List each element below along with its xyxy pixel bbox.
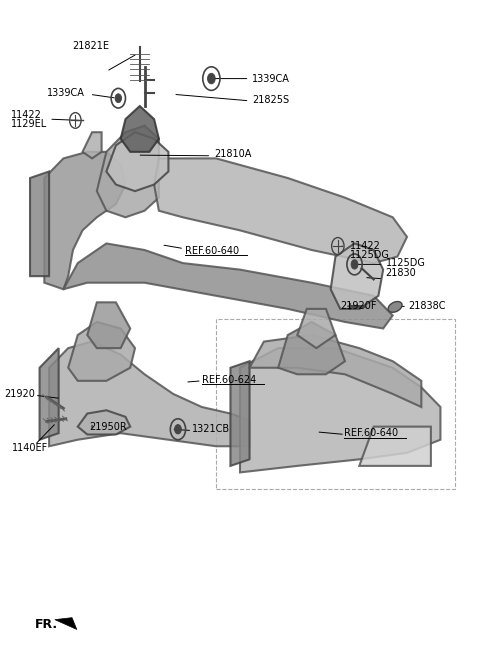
Text: 21830: 21830 bbox=[385, 268, 416, 278]
Text: 11422: 11422 bbox=[11, 110, 42, 120]
Polygon shape bbox=[55, 618, 77, 629]
Text: 1125DG: 1125DG bbox=[350, 250, 390, 260]
Text: 1140EF: 1140EF bbox=[12, 443, 48, 453]
Text: 1129EL: 1129EL bbox=[11, 119, 47, 129]
Polygon shape bbox=[230, 361, 250, 466]
Polygon shape bbox=[87, 302, 130, 348]
Polygon shape bbox=[278, 322, 345, 374]
Text: 1125DG: 1125DG bbox=[385, 258, 425, 268]
Text: REF.60-624: REF.60-624 bbox=[202, 374, 256, 384]
Text: 21920: 21920 bbox=[4, 389, 35, 399]
Text: FR.: FR. bbox=[35, 618, 58, 631]
Text: 21950R: 21950R bbox=[90, 422, 127, 432]
Text: 1339CA: 1339CA bbox=[252, 74, 290, 83]
Text: 21920F: 21920F bbox=[340, 301, 377, 311]
Circle shape bbox=[115, 94, 121, 102]
Ellipse shape bbox=[388, 302, 402, 312]
Polygon shape bbox=[68, 322, 135, 381]
Circle shape bbox=[175, 424, 181, 434]
Polygon shape bbox=[97, 125, 159, 217]
Text: REF.60-640: REF.60-640 bbox=[185, 246, 239, 256]
Text: 21821E: 21821E bbox=[72, 41, 109, 51]
Polygon shape bbox=[44, 152, 125, 289]
Polygon shape bbox=[240, 348, 441, 472]
Polygon shape bbox=[49, 342, 250, 446]
Polygon shape bbox=[39, 348, 59, 440]
Polygon shape bbox=[154, 158, 407, 263]
Text: 11422: 11422 bbox=[350, 241, 381, 251]
Polygon shape bbox=[297, 309, 336, 348]
Text: 1321CB: 1321CB bbox=[192, 424, 230, 434]
Circle shape bbox=[351, 260, 358, 269]
Polygon shape bbox=[83, 132, 102, 158]
Text: 21810A: 21810A bbox=[214, 150, 251, 160]
Text: 21838C: 21838C bbox=[408, 301, 446, 311]
Polygon shape bbox=[107, 132, 168, 191]
Text: 21825S: 21825S bbox=[252, 95, 289, 104]
Text: REF.60-640: REF.60-640 bbox=[344, 428, 398, 438]
Circle shape bbox=[207, 74, 215, 84]
Polygon shape bbox=[360, 426, 431, 466]
Polygon shape bbox=[250, 335, 421, 407]
Polygon shape bbox=[63, 244, 393, 328]
Polygon shape bbox=[30, 171, 49, 276]
Text: 1339CA: 1339CA bbox=[47, 88, 84, 98]
Polygon shape bbox=[120, 106, 159, 152]
Polygon shape bbox=[78, 410, 130, 434]
Polygon shape bbox=[331, 244, 383, 309]
